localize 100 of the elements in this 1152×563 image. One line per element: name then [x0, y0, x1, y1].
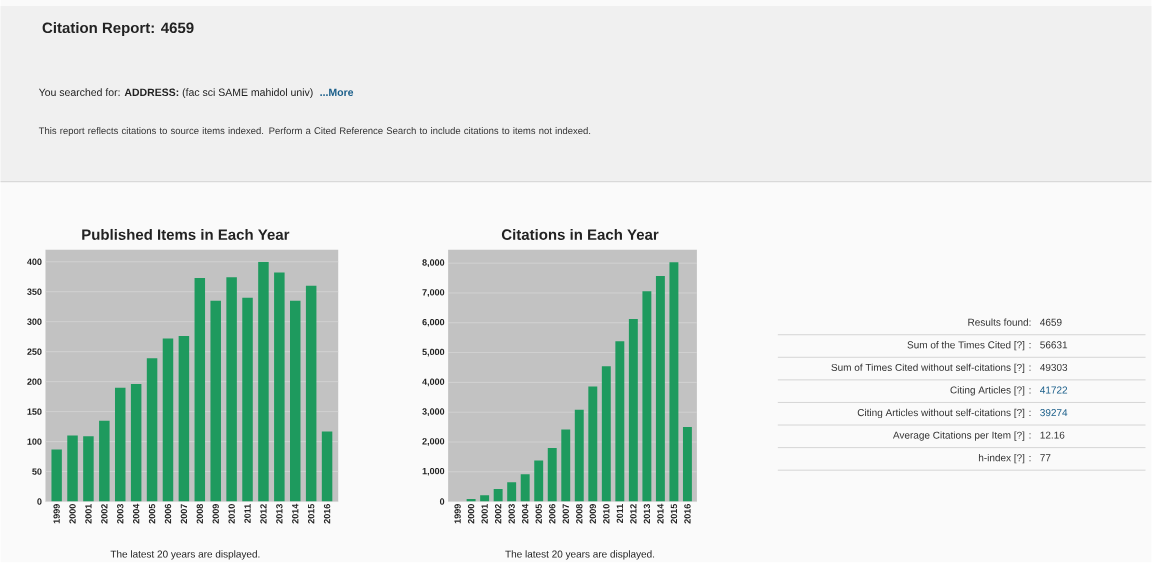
text: h-index [?] :	[978, 454, 1031, 464]
y-tick-label: 300	[27, 318, 42, 325]
y-tick-label: 400	[27, 258, 42, 266]
text: 77	[1040, 454, 1051, 462]
x-tick-label: 2005	[148, 504, 156, 524]
text: Citing Articles [?] :	[950, 386, 1031, 396]
x-tick-label: 2008	[196, 504, 203, 524]
bar	[520, 474, 530, 502]
text: Citation Report: 4659	[42, 22, 194, 37]
x-tick-label: 2011	[616, 504, 624, 523]
x-tick-label: 2014	[292, 503, 299, 524]
x-tick-label: 2009	[212, 504, 219, 524]
y-tick-label: 200	[27, 378, 42, 385]
x-tick-label: 2005	[535, 504, 542, 524]
x-tick-label: 2003	[117, 504, 124, 524]
y-tick-label: 2,000	[422, 438, 445, 446]
bar	[290, 300, 301, 502]
text: 39274	[1040, 409, 1068, 417]
bar	[274, 272, 285, 502]
bar	[226, 277, 237, 502]
bar	[146, 358, 158, 502]
y-tick-label: 0	[439, 498, 445, 505]
text: 4659	[1040, 318, 1062, 326]
text: Average Citations per Item [?] :	[892, 431, 1031, 441]
x-tick-label: 2010	[603, 504, 610, 524]
bar	[162, 338, 174, 502]
text: 41722	[1040, 386, 1068, 394]
y-tick-label: 7,000	[422, 289, 445, 297]
bar	[588, 386, 598, 502]
y-tick-label: 0	[37, 498, 42, 505]
x-tick-label: 2013	[276, 504, 283, 524]
bar	[178, 336, 190, 502]
x-tick-label: 2004	[522, 503, 529, 524]
x-tick-label: 1999	[454, 504, 461, 524]
x-tick-label: 2010	[228, 504, 235, 524]
bar	[99, 420, 110, 502]
x-tick-label: 2001	[481, 504, 488, 524]
x-tick-label: 2014	[657, 503, 664, 524]
x-tick-label: 2000	[467, 504, 475, 524]
y-tick-label: 3,000	[422, 408, 445, 417]
x-tick-label: 2002	[101, 504, 108, 524]
bar	[574, 409, 584, 502]
bar	[321, 431, 333, 502]
x-tick-label: 2007	[562, 504, 569, 524]
text: You searched for: ADDRESS: (fac sci SAME mahidol univ)	[38, 88, 313, 99]
x-tick-label: 2004	[132, 503, 140, 524]
bar	[194, 278, 206, 502]
bar	[507, 482, 517, 502]
x-tick-label: 2009	[589, 504, 596, 524]
chart-title: Citations in Each Year	[501, 228, 659, 240]
x-tick-label: 2000	[69, 504, 76, 524]
bar	[210, 300, 221, 502]
y-tick-label: 4,000	[422, 378, 445, 387]
x-tick-label: 2015	[670, 504, 678, 524]
text: Sum of the Times Cited [?] :	[907, 341, 1031, 351]
x-tick-label: 2016	[323, 504, 331, 524]
x-tick-label: 2013	[643, 504, 651, 524]
x-tick-label: 2012	[630, 504, 637, 524]
y-tick-label: 5,000	[422, 348, 445, 357]
text: ...More	[320, 88, 354, 97]
x-tick-label: 2001	[85, 504, 92, 524]
x-tick-label: 2002	[494, 504, 502, 524]
bar	[628, 318, 638, 502]
text: 56631	[1040, 341, 1068, 349]
bar	[258, 261, 269, 502]
bar	[669, 262, 679, 502]
bar	[561, 429, 571, 502]
bar	[615, 341, 625, 502]
bar	[642, 291, 652, 502]
y-tick-label: 100	[27, 438, 42, 445]
y-tick-label: 8,000	[422, 259, 445, 268]
x-tick-label: 2007	[180, 504, 188, 524]
x-tick-label: 2006	[549, 504, 556, 524]
y-tick-label: 6,000	[422, 318, 445, 327]
bar	[51, 449, 62, 502]
bar	[655, 276, 665, 502]
x-tick-label: 2015	[307, 504, 315, 524]
text: Results found:	[968, 318, 1031, 326]
y-tick-label: 250	[27, 348, 42, 355]
x-tick-label: 2008	[576, 504, 583, 524]
bar	[130, 384, 142, 502]
bar	[115, 387, 126, 502]
text: Sum of Times Cited without self-citations [?] :	[831, 363, 1031, 373]
y-tick-label: 50	[32, 468, 42, 475]
chart-title: Published Items in Each Year	[82, 228, 290, 240]
bar	[480, 495, 490, 502]
text: The latest 20 years are displayed.	[505, 550, 655, 560]
y-tick-label: 1,000	[422, 467, 445, 476]
bar	[601, 366, 611, 502]
text: The latest 20 years are displayed.	[110, 550, 260, 560]
x-tick-label: 1999	[53, 504, 60, 524]
x-tick-label: 2016	[684, 504, 691, 524]
y-tick-label: 150	[27, 408, 42, 415]
y-tick-label: 350	[27, 288, 42, 295]
text: This report reflects citations to source items indexed. Perform a Cited Reference Search to include citations to items not indexed.	[38, 127, 591, 136]
bar	[493, 489, 503, 502]
text: 12.16	[1040, 431, 1065, 439]
bar	[305, 285, 317, 502]
x-tick-label: 2011	[244, 504, 251, 523]
bar	[83, 436, 94, 502]
